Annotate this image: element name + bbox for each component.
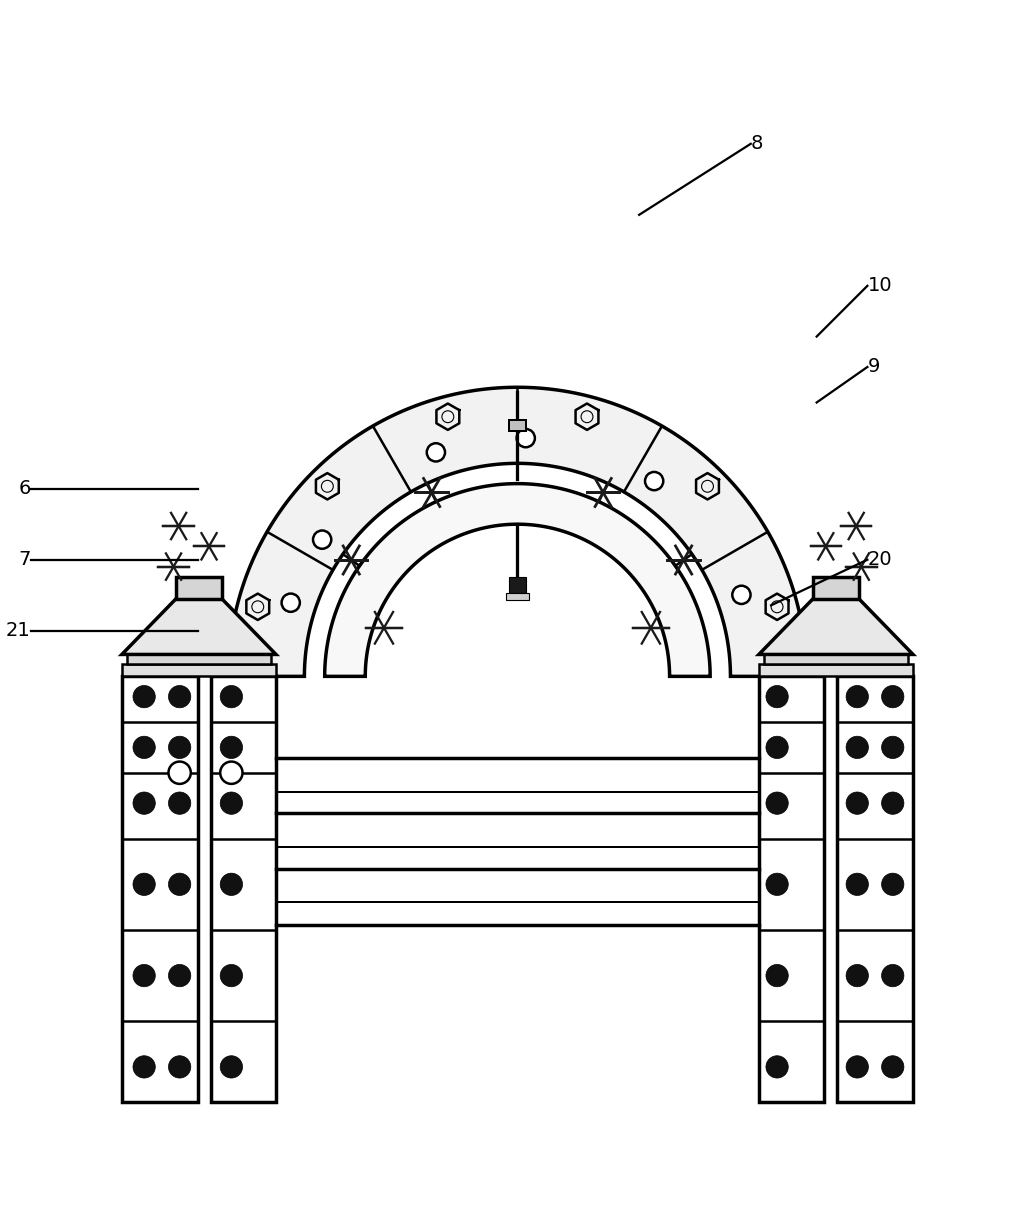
Polygon shape <box>324 484 710 676</box>
Circle shape <box>517 428 535 447</box>
Circle shape <box>846 964 868 987</box>
Circle shape <box>168 1056 191 1078</box>
Text: 21: 21 <box>6 622 31 640</box>
Circle shape <box>133 964 155 987</box>
Bar <box>122 676 198 1103</box>
Circle shape <box>221 964 242 987</box>
Circle shape <box>881 873 904 895</box>
Polygon shape <box>229 388 806 676</box>
Circle shape <box>221 686 242 708</box>
Bar <box>837 676 913 1103</box>
Circle shape <box>427 443 445 462</box>
Bar <box>211 676 276 1103</box>
Circle shape <box>168 873 191 895</box>
Bar <box>122 664 276 676</box>
Circle shape <box>846 792 868 815</box>
Circle shape <box>133 792 155 815</box>
Circle shape <box>221 762 242 784</box>
Circle shape <box>133 873 155 895</box>
Polygon shape <box>759 598 913 655</box>
Circle shape <box>766 736 788 758</box>
Circle shape <box>221 792 242 815</box>
Circle shape <box>846 1056 868 1078</box>
Polygon shape <box>122 598 276 655</box>
Circle shape <box>881 736 904 758</box>
Text: 10: 10 <box>867 276 892 295</box>
Text: 8: 8 <box>751 134 763 154</box>
Circle shape <box>168 762 191 784</box>
Circle shape <box>766 792 788 815</box>
Circle shape <box>881 964 904 987</box>
Circle shape <box>133 686 155 708</box>
Bar <box>506 593 528 599</box>
Circle shape <box>221 1056 242 1078</box>
Circle shape <box>881 1056 904 1078</box>
Text: 20: 20 <box>867 550 892 569</box>
Bar <box>509 576 525 593</box>
Bar <box>509 420 525 431</box>
Circle shape <box>168 792 191 815</box>
Circle shape <box>846 873 868 895</box>
Circle shape <box>881 686 904 708</box>
Circle shape <box>133 736 155 758</box>
Bar <box>764 655 908 664</box>
Bar <box>814 577 859 598</box>
Circle shape <box>766 686 788 708</box>
Circle shape <box>766 1056 788 1078</box>
Circle shape <box>881 792 904 815</box>
Bar <box>176 577 222 598</box>
Circle shape <box>313 531 331 549</box>
Circle shape <box>221 873 242 895</box>
Circle shape <box>281 593 300 612</box>
Circle shape <box>168 686 191 708</box>
Circle shape <box>846 736 868 758</box>
Text: 7: 7 <box>18 550 31 569</box>
Circle shape <box>846 686 868 708</box>
Circle shape <box>133 1056 155 1078</box>
Circle shape <box>168 736 191 758</box>
Circle shape <box>733 586 751 604</box>
Circle shape <box>766 873 788 895</box>
Bar <box>759 676 824 1103</box>
Text: 9: 9 <box>867 357 879 377</box>
Text: 6: 6 <box>18 479 31 499</box>
Circle shape <box>168 964 191 987</box>
Circle shape <box>766 964 788 987</box>
Circle shape <box>645 471 663 490</box>
Bar <box>759 664 913 676</box>
Bar <box>127 655 271 664</box>
Circle shape <box>221 736 242 758</box>
